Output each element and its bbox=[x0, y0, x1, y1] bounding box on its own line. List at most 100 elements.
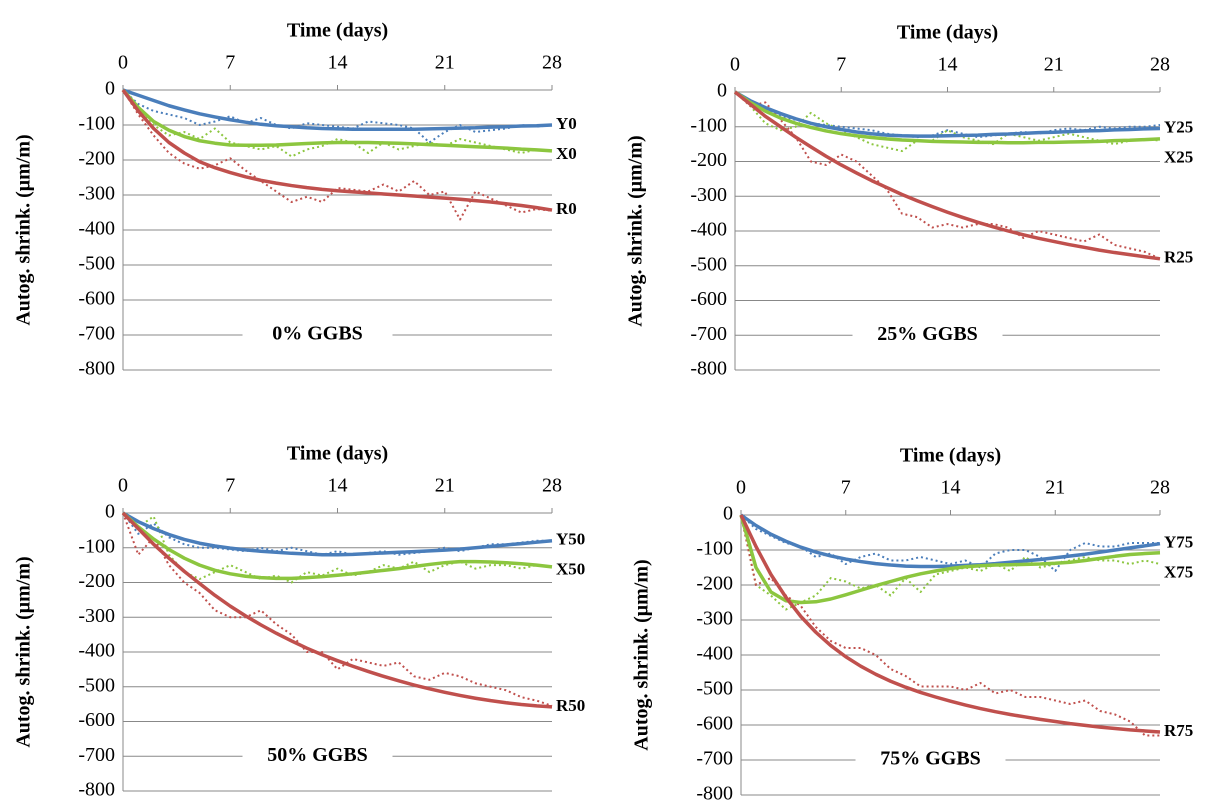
trend-line bbox=[734, 90, 1161, 138]
trend-line bbox=[122, 88, 553, 131]
x-tick-label: 7 bbox=[225, 475, 235, 497]
y-tick-label: -300 bbox=[78, 605, 115, 627]
y-tick-label: -600 bbox=[696, 713, 733, 735]
x-tick-label: 14 bbox=[328, 52, 348, 74]
trend-line bbox=[733, 90, 1161, 261]
x-tick-label: 0 bbox=[730, 54, 740, 76]
y-tick-label: -300 bbox=[78, 183, 115, 205]
annotation-bg bbox=[852, 319, 1003, 352]
measured-line bbox=[122, 89, 553, 144]
annotation-bg bbox=[242, 319, 393, 351]
x-axis-title: Time (days) bbox=[287, 443, 388, 465]
y-tick-label: -700 bbox=[78, 323, 115, 345]
x-tick-label: 21 bbox=[435, 475, 455, 497]
y-tick-label: -800 bbox=[690, 358, 727, 380]
trend-line bbox=[739, 514, 1161, 734]
trend-line bbox=[121, 88, 553, 153]
y-tick-label: -400 bbox=[690, 219, 727, 241]
y-tick-label: -200 bbox=[696, 573, 733, 595]
y-axis-title: Autog. shrink. (μm/m) bbox=[13, 556, 35, 747]
trend-line bbox=[739, 513, 1161, 569]
series-label: R75 bbox=[1164, 721, 1193, 740]
y-tick-label: -100 bbox=[78, 535, 115, 557]
y-tick-label: 0 bbox=[105, 78, 115, 100]
annotation: 50% GGBS bbox=[267, 744, 368, 766]
measured-line bbox=[122, 512, 553, 584]
y-tick-label: -500 bbox=[78, 674, 115, 696]
series-label: R50 bbox=[556, 696, 585, 715]
x-tick-label: 14 bbox=[938, 54, 958, 76]
y-tick-label: -500 bbox=[78, 253, 115, 275]
x-tick-label: 21 bbox=[1044, 54, 1064, 76]
y-tick-label: -800 bbox=[78, 358, 115, 380]
measured-line bbox=[122, 89, 553, 158]
x-tick-label: 0 bbox=[118, 52, 128, 74]
trend-line bbox=[121, 511, 553, 581]
y-tick-label: -100 bbox=[690, 114, 727, 136]
x-tick-label: 14 bbox=[328, 475, 348, 497]
trend-line bbox=[734, 90, 1161, 145]
y-tick-label: 0 bbox=[105, 501, 115, 523]
y-tick-label: -700 bbox=[696, 748, 733, 770]
y-tick-label: -300 bbox=[696, 608, 733, 630]
measured-line bbox=[122, 512, 552, 556]
y-tick-label: -200 bbox=[78, 148, 115, 170]
x-axis-title: Time (days) bbox=[287, 20, 388, 42]
y-tick-label: -200 bbox=[690, 149, 727, 171]
measured-line bbox=[740, 514, 1160, 572]
y-tick-label: -100 bbox=[78, 113, 115, 135]
x-tick-label: 28 bbox=[1150, 477, 1170, 499]
y-tick-label: -600 bbox=[78, 709, 115, 731]
y-tick-label: -400 bbox=[78, 218, 115, 240]
x-tick-label: 28 bbox=[542, 52, 562, 74]
series-label: X0 bbox=[556, 144, 577, 163]
series-label: X75 bbox=[1164, 563, 1193, 582]
measured-line bbox=[122, 512, 553, 707]
y-tick-label: -200 bbox=[78, 570, 115, 592]
measured-line bbox=[734, 91, 1161, 260]
y-tick-label: -100 bbox=[696, 538, 733, 560]
x-tick-label: 28 bbox=[1150, 54, 1170, 76]
x-axis-title: Time (days) bbox=[900, 445, 1001, 467]
annotation: 25% GGBS bbox=[877, 323, 978, 345]
y-tick-label: 0 bbox=[723, 503, 733, 525]
y-tick-label: -500 bbox=[690, 253, 727, 275]
y-tick-label: -400 bbox=[78, 640, 115, 662]
measured-line bbox=[740, 514, 1161, 611]
series-label: Y75 bbox=[1164, 533, 1193, 552]
y-tick-label: -500 bbox=[696, 678, 733, 700]
x-tick-label: 7 bbox=[225, 52, 235, 74]
annotation: 0% GGBS bbox=[272, 323, 363, 345]
series-label: Y25 bbox=[1164, 117, 1193, 136]
trend-line bbox=[122, 511, 553, 557]
annotation: 75% GGBS bbox=[880, 748, 981, 770]
y-tick-label: -400 bbox=[696, 643, 733, 665]
x-tick-label: 28 bbox=[542, 475, 562, 497]
annotation-bg bbox=[242, 740, 393, 773]
x-tick-label: 14 bbox=[941, 477, 961, 499]
series-label: X25 bbox=[1164, 147, 1193, 166]
measured-line bbox=[740, 514, 1160, 737]
y-tick-label: -700 bbox=[78, 744, 115, 766]
panel: -800 -700 -600 -500 -400 -300 -200 -100 00 7 14 21 2… bbox=[13, 20, 577, 380]
series-label: Y0 bbox=[556, 114, 577, 133]
y-tick-label: -600 bbox=[78, 288, 115, 310]
series-label: R25 bbox=[1164, 248, 1193, 267]
x-tick-label: 21 bbox=[1045, 477, 1065, 499]
y-tick-label: -700 bbox=[690, 323, 727, 345]
x-tick-label: 0 bbox=[736, 477, 746, 499]
x-tick-label: 7 bbox=[836, 54, 846, 76]
panel: -800 -700 -600 -500 -400 -300 -200 -100 00 7 14 21 2… bbox=[631, 445, 1194, 805]
y-tick-label: -800 bbox=[78, 779, 115, 801]
trend-line bbox=[739, 514, 1161, 605]
y-tick-label: -300 bbox=[690, 184, 727, 206]
series-label: Y50 bbox=[556, 530, 585, 549]
x-tick-label: 21 bbox=[435, 52, 455, 74]
panel: -800 -700 -600 -500 -400 -300 -200 -100 00 7 14 21 2… bbox=[13, 443, 586, 801]
y-tick-label: 0 bbox=[717, 80, 727, 102]
x-tick-label: 7 bbox=[841, 477, 851, 499]
annotation-bg bbox=[855, 744, 1006, 776]
x-axis-title: Time (days) bbox=[897, 22, 998, 44]
trend-line bbox=[121, 88, 553, 212]
